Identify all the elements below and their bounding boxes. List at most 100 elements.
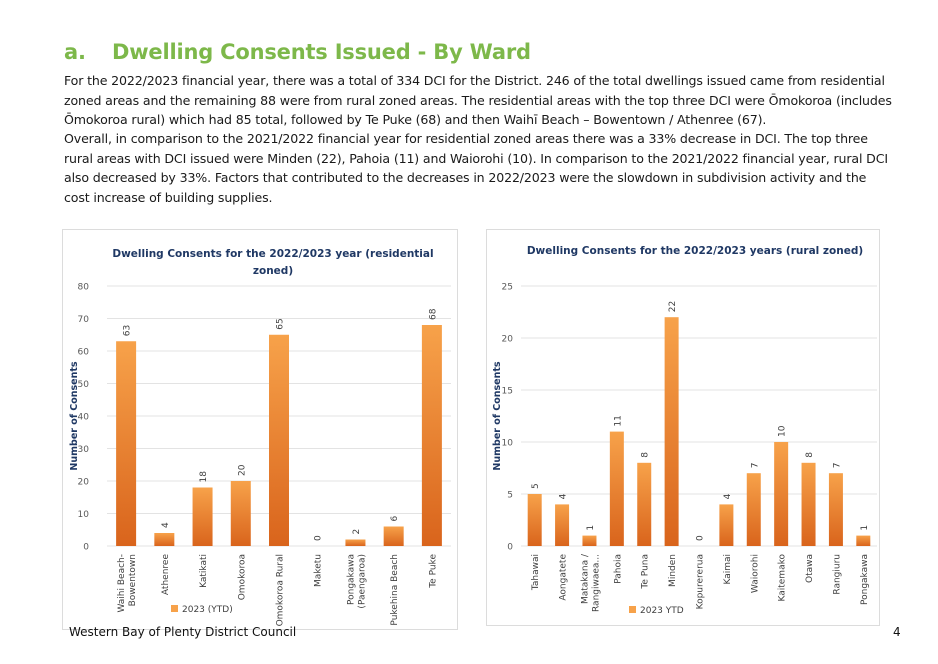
- rural-chart-svg: Dwelling Consents for the 2022/2023 year…: [492, 245, 877, 616]
- y-tick-label: 0: [83, 543, 89, 553]
- y-tick-label: 0: [507, 543, 513, 553]
- category-label: Minden: [668, 554, 678, 587]
- bar-4: [230, 481, 251, 546]
- bar-3: [582, 535, 597, 546]
- data-label: 20: [237, 464, 247, 476]
- category-label: Rangiuru: [832, 554, 842, 595]
- data-label: 2: [352, 529, 362, 535]
- category-label: Otawa: [805, 554, 815, 583]
- category-label: Pahoia: [613, 554, 623, 584]
- chart-title-line: zoned): [253, 265, 293, 277]
- y-tick-label: 20: [502, 335, 514, 345]
- legend-swatch: [629, 606, 636, 613]
- category-label: Matakana /: [580, 553, 590, 604]
- category-label: Tahawai: [531, 554, 541, 591]
- bar-5: [637, 462, 652, 546]
- data-label: 10: [778, 425, 788, 437]
- category-label: Rangiwaea...: [591, 554, 601, 612]
- bar-13: [856, 535, 871, 546]
- category-label: Pongakawa: [346, 554, 356, 605]
- bar-2: [555, 504, 570, 546]
- y-tick-label: 50: [78, 380, 90, 390]
- bar-3: [192, 487, 213, 546]
- data-label: 4: [161, 522, 171, 528]
- y-tick-label: 30: [78, 445, 90, 455]
- data-label: 18: [199, 471, 209, 483]
- data-label: 4: [559, 493, 569, 499]
- category-label: Katikati: [199, 554, 209, 588]
- legend-swatch: [171, 605, 178, 612]
- y-tick-label: 80: [78, 283, 90, 293]
- page-number: 4: [893, 625, 901, 639]
- y-tick-label: 10: [78, 510, 90, 520]
- data-label: 8: [641, 452, 651, 458]
- category-label: (Paengaroa): [357, 554, 367, 609]
- category-label: Kaitemako: [778, 554, 788, 602]
- data-label: 1: [860, 525, 870, 531]
- chart-title-line: Dwelling Consents for the 2022/2023 year…: [112, 248, 433, 260]
- data-label: 68: [428, 308, 438, 320]
- category-label: Te Puke: [428, 554, 438, 589]
- bar-4: [609, 431, 624, 546]
- data-label: 22: [668, 301, 678, 312]
- y-tick-label: 25: [502, 283, 513, 293]
- y-tick-label: 5: [507, 491, 513, 501]
- bar-12: [828, 473, 843, 546]
- category-label: Maketu: [314, 554, 324, 587]
- y-tick-label: 15: [502, 387, 513, 397]
- y-tick-label: 20: [78, 478, 90, 488]
- category-label: Bowentown: [128, 554, 138, 606]
- bar-10: [774, 442, 789, 546]
- bar-1: [527, 494, 542, 546]
- category-label: Kopurererua: [696, 554, 706, 609]
- bar-8: [383, 526, 404, 546]
- bar-11: [801, 462, 816, 546]
- category-label: Pongakawa: [860, 554, 870, 605]
- section-title: Dwelling Consents Issued - By Ward: [112, 40, 531, 64]
- category-label: Waihi Beach-: [117, 554, 127, 613]
- category-label: Omokoroa Rural: [276, 554, 286, 626]
- data-label: 8: [805, 452, 815, 458]
- section-heading: a. Dwelling Consents Issued - By Ward: [64, 40, 531, 64]
- data-label: 0: [314, 535, 324, 541]
- bar-6: [664, 317, 679, 546]
- category-label: Waiorohi: [750, 554, 760, 593]
- data-label: 63: [123, 325, 133, 336]
- section-number: a.: [64, 40, 86, 64]
- category-label: Pukehina Beach: [390, 554, 400, 626]
- data-label: 11: [613, 415, 623, 426]
- y-axis-label: Number of Consents: [69, 361, 80, 470]
- bar-7: [345, 539, 366, 546]
- data-label: 1: [586, 525, 596, 531]
- bar-9: [421, 325, 442, 546]
- data-label: 65: [276, 318, 286, 329]
- y-tick-label: 70: [78, 315, 90, 325]
- bar-1: [116, 341, 137, 546]
- y-tick-label: 10: [502, 439, 514, 449]
- residential-chart-svg: Dwelling Consents for the 2022/2023 year…: [69, 248, 451, 626]
- bar-9: [746, 473, 761, 546]
- data-label: 5: [531, 483, 541, 489]
- data-label: 4: [723, 493, 733, 499]
- summary-paragraph-1: For the 2022/2023 financial year, there …: [64, 73, 892, 127]
- category-label: Athenree: [161, 554, 171, 596]
- category-label: Kaimai: [723, 554, 733, 585]
- footer-organisation: Western Bay of Plenty District Council: [69, 625, 297, 639]
- data-label: 6: [390, 516, 400, 522]
- chart-title-line: Dwelling Consents for the 2022/2023 year…: [527, 245, 863, 257]
- category-label: Omokoroa: [237, 554, 247, 600]
- y-tick-label: 40: [78, 413, 90, 423]
- rural-chart: Dwelling Consents for the 2022/2023 year…: [486, 229, 880, 626]
- data-label: 7: [832, 462, 842, 468]
- category-label: Aongatete: [559, 554, 569, 601]
- y-axis-label: Number of Consents: [492, 361, 503, 470]
- data-label: 0: [696, 535, 706, 541]
- legend-label: 2023 YTD: [640, 606, 684, 616]
- summary-paragraph-2: Overall, in comparison to the 2021/2022 …: [64, 131, 888, 205]
- y-tick-label: 60: [78, 348, 90, 358]
- bar-5: [269, 334, 289, 546]
- bar-8: [719, 504, 734, 546]
- residential-chart: Dwelling Consents for the 2022/2023 year…: [62, 229, 458, 630]
- bar-2: [154, 533, 175, 546]
- category-label: Te Puna: [641, 554, 651, 590]
